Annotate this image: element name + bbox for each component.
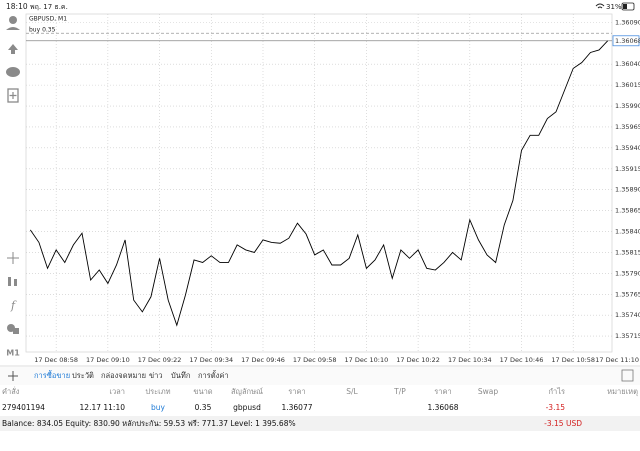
x-tick-label: 17 Dec 10:10 [345, 356, 389, 364]
y-tick-label: 1.35990 [615, 102, 640, 110]
tab[interactable]: ข่าว [149, 371, 163, 380]
y-tick-label: 1.36040 [615, 60, 640, 68]
y-tick-label: 1.35865 [615, 207, 640, 215]
column-header: ประเภท [145, 387, 170, 396]
x-tick-label: 17 Dec 09:22 [138, 356, 182, 364]
tab[interactable]: การตั้งค่า [198, 370, 229, 380]
x-tick-label: 17 Dec 11:10 [595, 356, 639, 364]
timeframe-button[interactable]: M1 [6, 349, 20, 358]
total-profit: -3.15 USD [544, 419, 582, 428]
x-tick-label: 17 Dec 10:34 [448, 356, 492, 364]
column-header: เวลา [109, 387, 125, 396]
footer-bar [0, 416, 640, 431]
last-price-box [612, 35, 640, 47]
status-date: พฤ. 17 ธ.ค. [30, 3, 68, 11]
new-order-icon[interactable] [7, 88, 19, 103]
battery-icon [621, 2, 635, 11]
x-tick-label: 17 Dec 09:34 [189, 356, 233, 364]
trade-icon[interactable] [8, 44, 18, 54]
table-cell: 279401194 [2, 403, 45, 412]
status-battery: 31% [606, 3, 622, 11]
tab[interactable]: บันทึก [171, 371, 190, 380]
y-tick-label: 1.35965 [615, 123, 640, 131]
table-cell: -3.15 [546, 403, 566, 412]
y-tick-label: 1.35715 [615, 332, 640, 340]
column-header: T/P [393, 387, 406, 396]
status-time: 18:10 [6, 2, 28, 11]
account-summary: Balance: 834.05 Equity: 830.90 หลักประกั… [2, 419, 296, 428]
wifi-icon [595, 3, 605, 9]
add-button[interactable] [8, 371, 18, 381]
chart: 1.36090 1.36040 1.36015 1.35990 1.35965 1.359… [26, 14, 640, 364]
x-tick-label: 17 Dec 10:58 [551, 356, 595, 364]
orders-table: คำสั่ง เวลา ประเภท ขนาด สัญลักษณ์ ราคา S/L T/P ร… [2, 386, 638, 412]
y-tick-label: 1.36015 [615, 81, 640, 89]
x-tick-label: 17 Dec 09:46 [241, 356, 285, 364]
toolbar: f M1 [6, 16, 20, 358]
tabs: การซื้อขาย ประวัติ กล่องจดหมาย ข่าว บันทึก กา… [34, 370, 229, 380]
x-tick-label: 17 Dec 09:10 [86, 356, 130, 364]
column-header: ราคา [288, 387, 305, 396]
chart-type-icon[interactable] [8, 277, 11, 286]
table-cell: gbpusd [233, 403, 261, 412]
table-cell: buy [151, 403, 166, 412]
objects-icon-2 [13, 328, 19, 334]
battery-level [623, 4, 627, 9]
chart-type-icon-2 [14, 279, 17, 286]
tab[interactable]: การซื้อขาย [34, 370, 70, 380]
column-header: ราคา [434, 387, 451, 396]
column-header: คำสั่ง [2, 386, 20, 396]
column-header: หมายเหตุ [607, 387, 638, 396]
price-line [29, 40, 609, 327]
table-cell: 0.35 [195, 403, 212, 412]
y-tick-label: 1.35740 [615, 311, 640, 319]
y-tick-label: 1.35765 [615, 290, 640, 298]
account-icon[interactable] [9, 16, 17, 24]
crosshair-icon[interactable] [7, 252, 19, 264]
column-header: กำไร [548, 387, 565, 396]
new-order-plus [9, 92, 17, 99]
tab[interactable]: กล่องจดหมาย [101, 371, 146, 380]
column-header: Swap [478, 387, 498, 396]
x-tick-label: 17 Dec 10:46 [500, 356, 544, 364]
plot-frame [25, 13, 613, 353]
last-price-label: 1.36068 [615, 37, 640, 45]
table-cell: 1.36068 [427, 403, 458, 412]
column-header: ขนาด [193, 387, 212, 396]
order-line-label: buy 0.35 [29, 27, 56, 34]
y-tick-label: 1.36090 [615, 18, 640, 26]
y-tick-label: 1.35815 [615, 248, 640, 256]
account-icon-body [6, 27, 20, 30]
y-tick-label: 1.35915 [615, 165, 640, 173]
y-tick-label: 1.35940 [615, 144, 640, 152]
chart-title: GBPUSD, M1 [29, 16, 67, 23]
layout-button[interactable] [621, 369, 634, 382]
tab[interactable]: ประวัติ [72, 371, 94, 380]
y-tick-label: 1.35790 [615, 269, 640, 277]
y-tick-label: 1.35890 [615, 186, 640, 194]
x-tick-label: 17 Dec 09:58 [293, 356, 337, 364]
column-header: S/L [346, 387, 358, 396]
chat-icon[interactable] [6, 67, 20, 77]
y-tick-label: 1.35840 [615, 228, 640, 236]
column-header: สัญลักษณ์ [231, 387, 263, 396]
indicators-icon[interactable]: f [10, 299, 17, 312]
x-tick-label: 17 Dec 08:58 [34, 356, 78, 364]
table-cell: 12.17 11:10 [80, 403, 126, 412]
x-tick-label: 17 Dec 10:22 [396, 356, 440, 364]
tab-bar [0, 367, 640, 385]
table-cell: 1.36077 [281, 403, 312, 412]
